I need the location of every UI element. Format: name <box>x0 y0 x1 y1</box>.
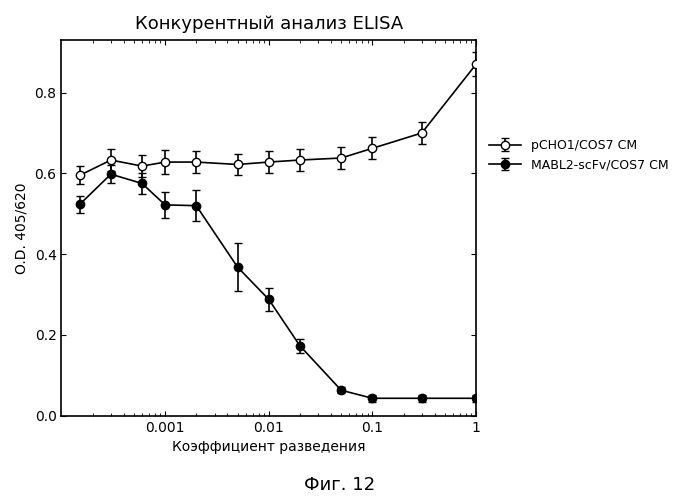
Title: Конкурентный анализ ELISA: Конкурентный анализ ELISA <box>135 15 403 33</box>
Text: Фиг. 12: Фиг. 12 <box>305 476 375 494</box>
X-axis label: Коэффициент разведения: Коэффициент разведения <box>172 440 365 454</box>
Y-axis label: O.D. 405/620: O.D. 405/620 <box>15 182 29 273</box>
Legend: pCHO1/COS7 CM, MABL2-scFv/COS7 CM: pCHO1/COS7 CM, MABL2-scFv/COS7 CM <box>484 134 673 176</box>
